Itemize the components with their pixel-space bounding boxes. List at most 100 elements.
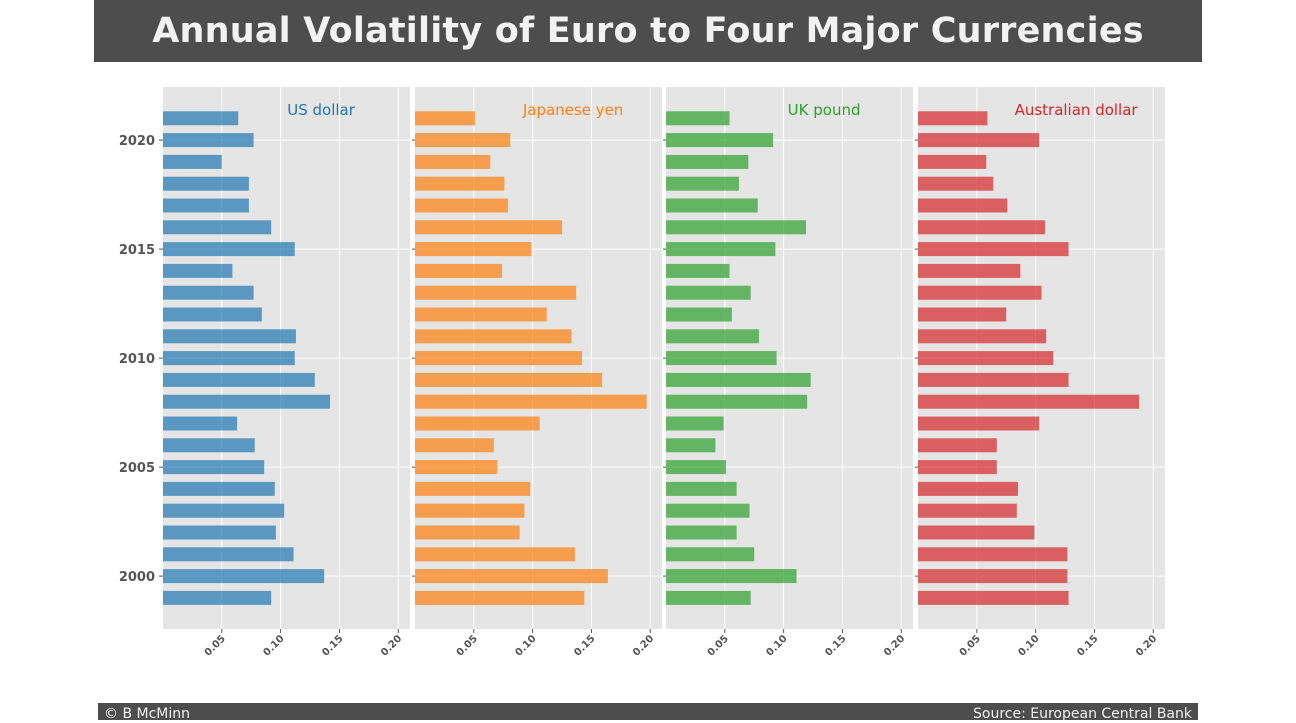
bar-uk-pound-1999 bbox=[666, 590, 751, 605]
bar-australian-dollar-2003 bbox=[918, 503, 1017, 518]
bar-japanese-yen-2015 bbox=[415, 242, 532, 257]
x-tick-label: 0.05 bbox=[203, 633, 228, 658]
bar-japanese-yen-2007 bbox=[415, 416, 540, 431]
bar-australian-dollar-2014 bbox=[918, 263, 1021, 278]
bar-uk-pound-2009 bbox=[666, 372, 811, 387]
series-label-uk-pound: UK pound bbox=[788, 101, 861, 119]
bar-us-dollar-2013 bbox=[163, 285, 254, 300]
bar-japanese-yen-1999 bbox=[415, 590, 585, 605]
bar-japanese-yen-2013 bbox=[415, 285, 577, 300]
y-tick-label: 2020 bbox=[119, 134, 155, 149]
bar-us-dollar-2015 bbox=[163, 242, 295, 257]
bar-uk-pound-2014 bbox=[666, 263, 730, 278]
x-tick-label: 0.15 bbox=[320, 633, 345, 658]
x-tick-label: 0.20 bbox=[379, 633, 404, 658]
bar-australian-dollar-2010 bbox=[918, 351, 1054, 366]
bar-us-dollar-2014 bbox=[163, 263, 233, 278]
bar-australian-dollar-1999 bbox=[918, 590, 1069, 605]
bar-us-dollar-2004 bbox=[163, 481, 275, 496]
bar-uk-pound-2012 bbox=[666, 307, 732, 322]
bar-japanese-yen-2001 bbox=[415, 547, 575, 562]
bar-australian-dollar-2012 bbox=[918, 307, 1007, 322]
bar-japanese-yen-2009 bbox=[415, 372, 603, 387]
bar-uk-pound-2000 bbox=[666, 569, 797, 584]
bar-us-dollar-2018 bbox=[163, 176, 249, 191]
bar-uk-pound-2017 bbox=[666, 198, 758, 213]
bar-uk-pound-2016 bbox=[666, 220, 806, 235]
bar-uk-pound-2013 bbox=[666, 285, 751, 300]
bar-japanese-yen-2014 bbox=[415, 263, 503, 278]
bar-australian-dollar-2017 bbox=[918, 198, 1008, 213]
bar-uk-pound-2019 bbox=[666, 154, 749, 169]
x-tick-label: 0.10 bbox=[765, 633, 790, 658]
bar-japanese-yen-2016 bbox=[415, 220, 563, 235]
bar-uk-pound-2008 bbox=[666, 394, 808, 409]
bar-australian-dollar-2020 bbox=[918, 133, 1040, 148]
bar-us-dollar-2019 bbox=[163, 154, 222, 169]
bar-japanese-yen-2017 bbox=[415, 198, 508, 213]
bar-australian-dollar-2004 bbox=[918, 481, 1018, 496]
x-tick-label: 0.20 bbox=[882, 633, 907, 658]
bar-us-dollar-1999 bbox=[163, 590, 272, 605]
x-tick-label: 0.05 bbox=[455, 633, 480, 658]
x-tick-label: 0.05 bbox=[706, 633, 731, 658]
bar-uk-pound-2003 bbox=[666, 503, 750, 518]
bar-us-dollar-2002 bbox=[163, 525, 276, 540]
bar-australian-dollar-2011 bbox=[918, 329, 1047, 344]
bar-australian-dollar-2005 bbox=[918, 460, 997, 475]
y-tick-label: 2015 bbox=[119, 243, 155, 258]
bar-uk-pound-2021 bbox=[666, 111, 730, 126]
bar-us-dollar-2006 bbox=[163, 438, 255, 453]
x-tick-label: 0.15 bbox=[1075, 633, 1100, 658]
bar-uk-pound-2004 bbox=[666, 481, 737, 496]
bar-japanese-yen-2011 bbox=[415, 329, 572, 344]
y-tick-label: 2010 bbox=[119, 352, 155, 367]
bar-australian-dollar-2021 bbox=[918, 111, 988, 126]
y-tick-label: 2005 bbox=[119, 461, 155, 476]
bar-japanese-yen-2008 bbox=[415, 394, 647, 409]
title-bar: Annual Volatility of Euro to Four Major … bbox=[94, 0, 1202, 62]
bar-us-dollar-2007 bbox=[163, 416, 238, 431]
bar-us-dollar-2016 bbox=[163, 220, 272, 235]
series-label-australian-dollar: Australian dollar bbox=[1015, 101, 1139, 119]
bar-japanese-yen-2021 bbox=[415, 111, 475, 126]
bar-australian-dollar-2001 bbox=[918, 547, 1068, 562]
bar-uk-pound-2011 bbox=[666, 329, 759, 344]
x-tick-label: 0.15 bbox=[823, 633, 848, 658]
bar-japanese-yen-2012 bbox=[415, 307, 547, 322]
bar-australian-dollar-2002 bbox=[918, 525, 1035, 540]
bar-us-dollar-2012 bbox=[163, 307, 262, 322]
x-tick-label: 0.20 bbox=[631, 633, 656, 658]
bar-us-dollar-2020 bbox=[163, 133, 254, 148]
x-tick-label: 0.20 bbox=[1134, 633, 1159, 658]
bar-japanese-yen-2000 bbox=[415, 569, 608, 584]
bar-australian-dollar-2008 bbox=[918, 394, 1140, 409]
bar-us-dollar-2010 bbox=[163, 351, 295, 366]
bar-us-dollar-2005 bbox=[163, 460, 265, 475]
bar-australian-dollar-2016 bbox=[918, 220, 1046, 235]
bar-us-dollar-2009 bbox=[163, 372, 315, 387]
bar-australian-dollar-2019 bbox=[918, 154, 987, 169]
bar-us-dollar-2017 bbox=[163, 198, 249, 213]
chart-title: Annual Volatility of Euro to Four Major … bbox=[152, 11, 1144, 51]
bar-australian-dollar-2018 bbox=[918, 176, 994, 191]
y-tick-label: 2000 bbox=[119, 570, 155, 585]
series-label-us-dollar: US dollar bbox=[287, 101, 355, 119]
bar-japanese-yen-2019 bbox=[415, 154, 491, 169]
bar-uk-pound-2010 bbox=[666, 351, 777, 366]
bar-us-dollar-2011 bbox=[163, 329, 296, 344]
series-label-japanese-yen: Japanese yen bbox=[522, 101, 624, 119]
bar-japanese-yen-2010 bbox=[415, 351, 583, 366]
bar-uk-pound-2015 bbox=[666, 242, 776, 257]
x-tick-label: 0.10 bbox=[514, 633, 539, 658]
x-tick-label: 0.10 bbox=[1017, 633, 1042, 658]
bar-us-dollar-2008 bbox=[163, 394, 331, 409]
footer-bar: © B McMinn Source: European Central Bank bbox=[98, 703, 1198, 722]
bar-japanese-yen-2004 bbox=[415, 481, 531, 496]
bar-uk-pound-2018 bbox=[666, 176, 739, 191]
bar-us-dollar-2001 bbox=[163, 547, 294, 562]
bar-australian-dollar-2015 bbox=[918, 242, 1069, 257]
bar-australian-dollar-2013 bbox=[918, 285, 1042, 300]
bar-australian-dollar-2009 bbox=[918, 372, 1069, 387]
